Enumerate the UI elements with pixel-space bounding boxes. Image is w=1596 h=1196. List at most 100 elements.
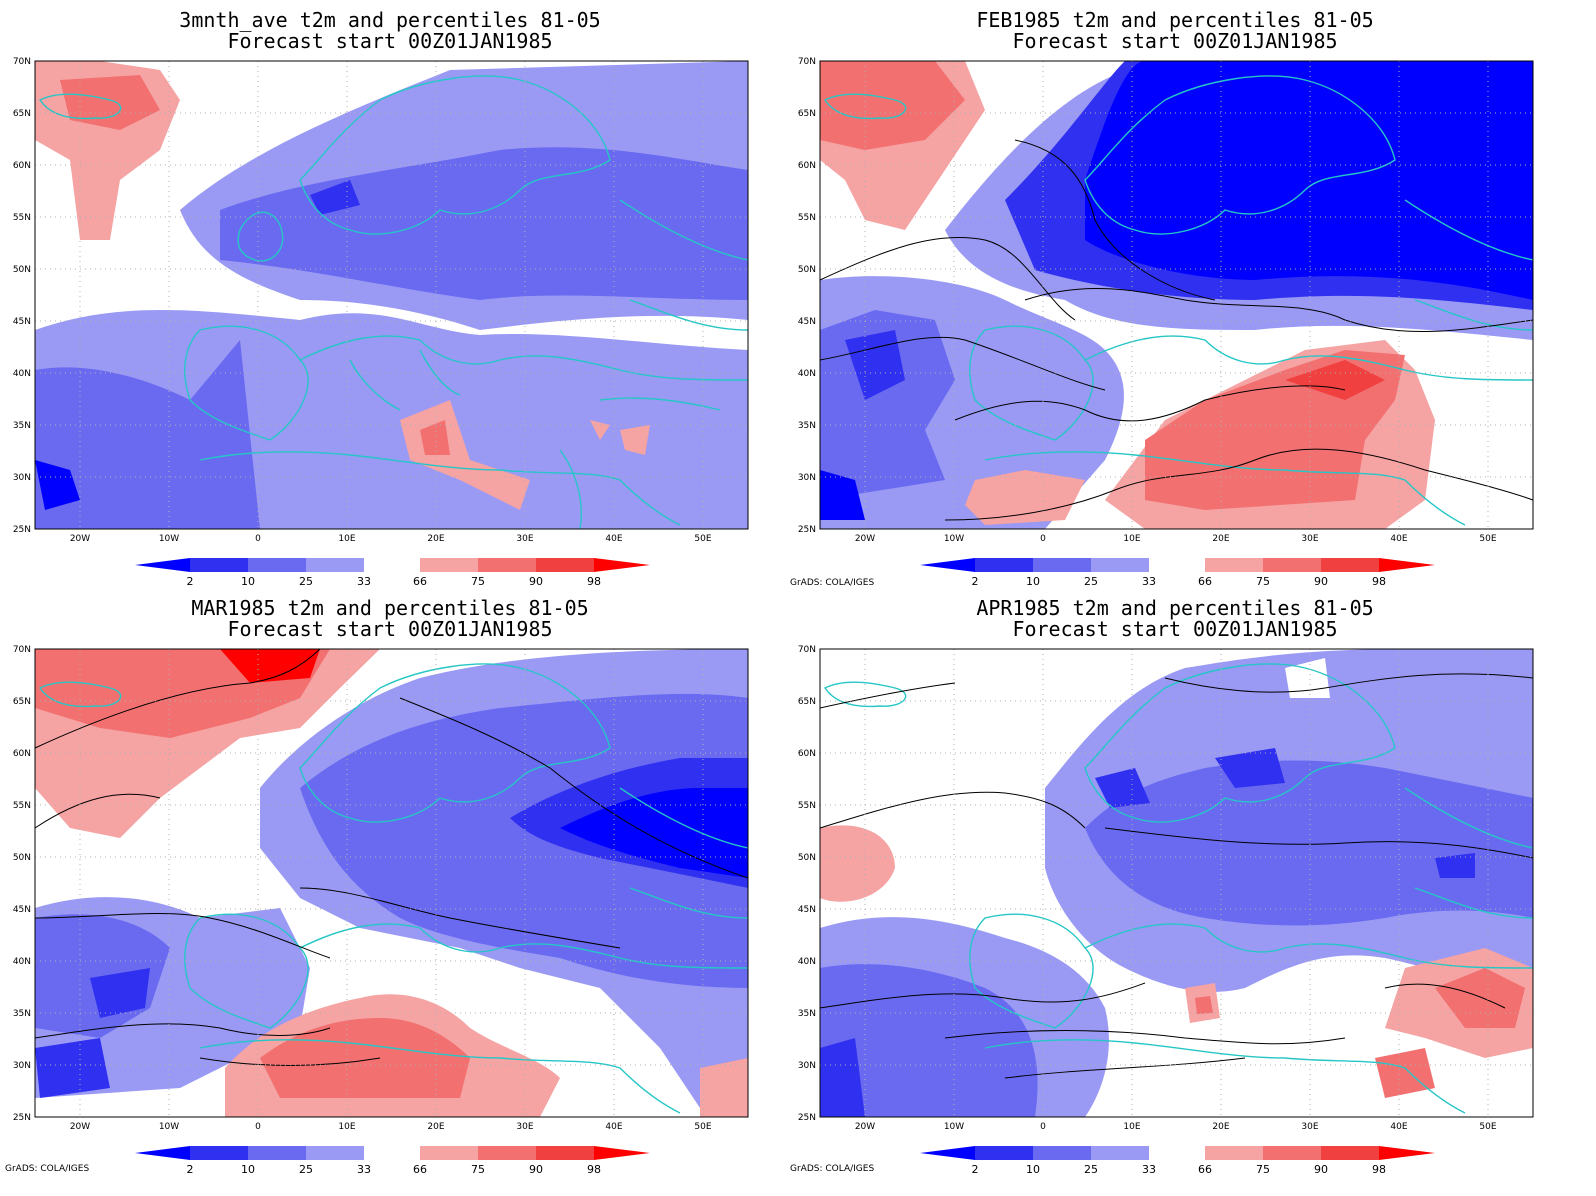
lat-label: 45N xyxy=(13,905,31,915)
panel-subtitle: Forecast start 00Z01JAN1985 xyxy=(1012,29,1338,53)
colorbar: 2 10 25 33 66 75 90 98 xyxy=(135,558,650,588)
lon-label: 10W xyxy=(159,1122,179,1132)
lon-label: 10W xyxy=(944,1122,964,1132)
lon-label: 20W xyxy=(855,1122,875,1132)
lon-label: 0 xyxy=(1040,1122,1046,1132)
lon-label: 30E xyxy=(1301,1122,1318,1132)
lat-label: 50N xyxy=(798,265,816,275)
svg-text:10: 10 xyxy=(241,575,255,588)
svg-text:25: 25 xyxy=(1084,575,1098,588)
lat-label: 35N xyxy=(13,421,31,431)
lon-label: 20E xyxy=(1212,534,1229,544)
lat-label: 40N xyxy=(13,369,31,379)
lat-label: 25N xyxy=(798,1113,816,1123)
lon-label: 20E xyxy=(427,534,444,544)
lon-label: 0 xyxy=(255,534,261,544)
panel-4: APR1985 t2m and percentiles 81-05 Foreca… xyxy=(785,588,1565,1178)
lon-label: 10W xyxy=(159,534,179,544)
svg-text:10: 10 xyxy=(1026,575,1040,588)
lon-label: 50E xyxy=(694,1122,711,1132)
lon-label: 20W xyxy=(70,534,90,544)
lon-label: 20E xyxy=(427,1122,444,1132)
lon-label: 10E xyxy=(338,534,355,544)
svg-text:90: 90 xyxy=(529,1163,543,1176)
lat-label: 70N xyxy=(798,645,816,655)
lat-label: 45N xyxy=(798,905,816,915)
colorbar: 2 10 25 33 66 75 90 98 xyxy=(920,558,1435,588)
lat-label: 40N xyxy=(798,369,816,379)
lat-label: 25N xyxy=(798,525,816,535)
lon-label: 50E xyxy=(1479,534,1496,544)
lat-label: 25N xyxy=(13,525,31,535)
svg-text:66: 66 xyxy=(413,575,427,588)
map-panel-3: 25N 30N 35N 40N 45N 50N 55N 60N 65N 70N … xyxy=(13,645,749,1132)
svg-text:98: 98 xyxy=(1372,575,1386,588)
lon-label: 20E xyxy=(1212,1122,1229,1132)
svg-text:75: 75 xyxy=(471,1163,485,1176)
lon-label: 0 xyxy=(1040,534,1046,544)
svg-text:33: 33 xyxy=(357,575,371,588)
svg-text:75: 75 xyxy=(471,575,485,588)
lon-label: 20W xyxy=(70,1122,90,1132)
panel-subtitle: Forecast start 00Z01JAN1985 xyxy=(227,617,553,641)
lat-labels: 25N 30N 35N 40N 45N 50N 55N 60N 65N 70N xyxy=(13,57,31,535)
map-panel-2: 25N 30N 35N 40N 45N 50N 55N 60N 65N 70N … xyxy=(798,57,1534,544)
lat-label: 30N xyxy=(798,1061,816,1071)
lon-label: 10W xyxy=(944,534,964,544)
lat-label: 40N xyxy=(13,957,31,967)
svg-text:25: 25 xyxy=(1084,1163,1098,1176)
lat-label: 65N xyxy=(13,109,31,119)
colorbar: 2 10 25 33 66 75 90 98 xyxy=(135,1146,650,1176)
panel-subtitle: Forecast start 00Z01JAN1985 xyxy=(227,29,553,53)
lat-label: 35N xyxy=(798,421,816,431)
svg-text:33: 33 xyxy=(1142,575,1156,588)
lat-label: 60N xyxy=(798,749,816,759)
lat-label: 25N xyxy=(13,1113,31,1123)
gridlines xyxy=(35,61,748,529)
svg-text:25: 25 xyxy=(299,1163,313,1176)
coastlines xyxy=(38,75,749,530)
grads-credit: GrADS: COLA/IGES xyxy=(5,1164,90,1174)
lon-label: 30E xyxy=(1301,534,1318,544)
panel-title: FEB1985 t2m and percentiles 81-05 xyxy=(976,8,1374,32)
lon-label: 50E xyxy=(694,534,711,544)
lat-label: 30N xyxy=(798,473,816,483)
lon-label: 40E xyxy=(1390,1122,1407,1132)
lon-label: 20W xyxy=(855,534,875,544)
lon-label: 40E xyxy=(1390,534,1407,544)
svg-text:90: 90 xyxy=(1314,575,1328,588)
svg-text:90: 90 xyxy=(529,575,543,588)
lon-label: 10E xyxy=(1123,534,1140,544)
lat-label: 65N xyxy=(798,697,816,707)
lat-label: 55N xyxy=(13,801,31,811)
lat-label: 70N xyxy=(13,57,31,67)
svg-text:98: 98 xyxy=(587,575,601,588)
grads-credit: GrADS: COLA/IGES xyxy=(790,1164,875,1174)
svg-text:75: 75 xyxy=(1256,1163,1270,1176)
svg-text:2: 2 xyxy=(972,1163,979,1176)
svg-text:66: 66 xyxy=(1198,575,1212,588)
panel-1: 3mnth_ave t2m and percentiles 81-05 Fore… xyxy=(0,0,780,590)
svg-text:66: 66 xyxy=(1198,1163,1212,1176)
lat-label: 70N xyxy=(13,645,31,655)
lon-label: 10E xyxy=(1123,1122,1140,1132)
lat-label: 45N xyxy=(798,317,816,327)
svg-text:75: 75 xyxy=(1256,575,1270,588)
map-panel-1: 25N 30N 35N 40N 45N 50N 55N 60N 65N 70N … xyxy=(13,57,749,544)
lon-label: 30E xyxy=(516,1122,533,1132)
lat-label: 50N xyxy=(798,853,816,863)
panel-2: FEB1985 t2m and percentiles 81-05 Foreca… xyxy=(785,0,1565,590)
lat-label: 55N xyxy=(798,213,816,223)
svg-text:90: 90 xyxy=(1314,1163,1328,1176)
svg-text:2: 2 xyxy=(187,1163,194,1176)
panel-title: APR1985 t2m and percentiles 81-05 xyxy=(976,596,1374,620)
lat-label: 60N xyxy=(13,161,31,171)
lon-label: 30E xyxy=(516,534,533,544)
lat-label: 30N xyxy=(13,473,31,483)
svg-text:98: 98 xyxy=(587,1163,601,1176)
svg-text:2: 2 xyxy=(972,575,979,588)
colorbar: 2 10 25 33 66 75 90 98 xyxy=(920,1146,1435,1176)
panel-title: MAR1985 t2m and percentiles 81-05 xyxy=(191,596,589,620)
lat-label: 40N xyxy=(798,957,816,967)
lat-label: 70N xyxy=(798,57,816,67)
